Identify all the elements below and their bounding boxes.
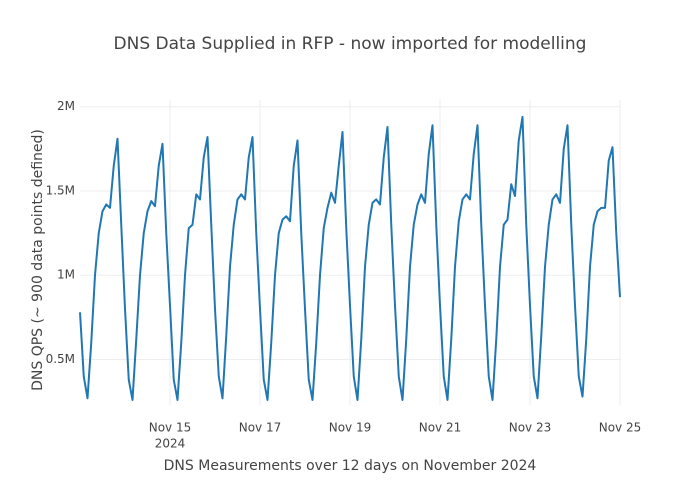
x-axis-title: DNS Measurements over 12 days on Novembe… (164, 458, 537, 474)
y-tick-label: 1.5M (46, 183, 75, 197)
x-tick-label: Nov 15 (149, 421, 192, 435)
y-tick-label: 0.5M (46, 352, 75, 366)
x-tick-label: Nov 23 (509, 421, 552, 435)
x-tick-label: Nov 19 (329, 421, 372, 435)
x-tick-year: 2024 (155, 437, 186, 451)
x-tick-label: Nov 21 (419, 421, 462, 435)
data-line (79, 115, 621, 401)
x-tick-label: Nov 25 (599, 421, 642, 435)
y-tick-label: 1M (57, 268, 75, 282)
y-axis-title: DNS QPS (~ 900 data points defined) (30, 129, 46, 391)
chart-title: DNS Data Supplied in RFP - now imported … (114, 34, 587, 54)
x-tick-label: Nov 17 (239, 421, 282, 435)
y-tick-label: 2M (57, 99, 75, 113)
